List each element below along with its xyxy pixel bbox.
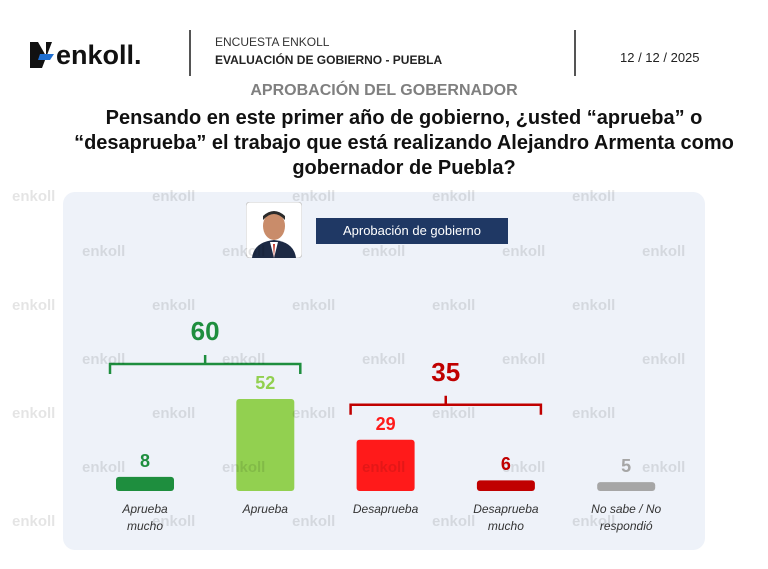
bar bbox=[236, 399, 295, 491]
divider bbox=[574, 30, 576, 76]
watermark: enkoll bbox=[12, 405, 56, 422]
watermark: enkoll bbox=[642, 243, 686, 260]
bar bbox=[116, 476, 174, 491]
watermark: enkoll bbox=[642, 459, 686, 476]
group-bracket bbox=[108, 355, 302, 374]
watermark: enkoll bbox=[152, 405, 196, 422]
category-label: Desaprueba mucho bbox=[473, 502, 539, 533]
watermark: enkoll bbox=[572, 513, 616, 530]
value-label: 29 bbox=[375, 413, 396, 434]
group-total: 60 bbox=[190, 316, 220, 346]
category-label: Aprueba bbox=[242, 502, 288, 516]
watermark: enkoll bbox=[222, 351, 266, 368]
section-title: APROBACIÓN DEL GOBERNADOR bbox=[250, 82, 518, 99]
category-label: Aprueba mucho bbox=[122, 502, 168, 533]
category-label: Desaprueba bbox=[352, 502, 419, 516]
bar bbox=[476, 480, 535, 491]
watermark: enkoll bbox=[362, 243, 406, 260]
watermark: enkoll bbox=[362, 459, 406, 476]
watermark: enkoll bbox=[432, 405, 476, 422]
watermark: enkoll bbox=[572, 405, 616, 422]
watermark: enkoll bbox=[292, 297, 336, 314]
watermark: enkoll bbox=[502, 459, 546, 476]
logo-text: enkoll. bbox=[56, 40, 142, 70]
watermark: enkoll bbox=[12, 297, 56, 314]
logo-mark bbox=[30, 42, 54, 68]
watermark: enkoll bbox=[82, 243, 126, 260]
watermark: enkoll bbox=[572, 297, 616, 314]
watermark: enkoll bbox=[572, 188, 616, 205]
question: Pensando en este primer año de gobierno,… bbox=[74, 107, 734, 179]
watermark: enkoll bbox=[292, 188, 336, 205]
study-name: EVALUACIÓN DE GOBIERNO - PUEBLA bbox=[215, 53, 443, 67]
watermark: enkoll bbox=[432, 188, 476, 205]
photo bbox=[246, 202, 302, 258]
watermark: enkoll bbox=[292, 513, 336, 530]
watermark: enkoll bbox=[222, 243, 266, 260]
watermark: enkoll bbox=[432, 513, 476, 530]
legend-badge: Aprobación de gobierno bbox=[316, 218, 508, 244]
watermark: enkoll bbox=[642, 351, 686, 368]
date: 12 / 12 / 2025 bbox=[620, 50, 700, 65]
bar bbox=[356, 439, 415, 491]
watermark: enkoll bbox=[222, 459, 266, 476]
watermark: enkoll bbox=[502, 243, 546, 260]
watermark: enkoll bbox=[12, 513, 56, 530]
watermark: enkoll bbox=[152, 513, 196, 530]
watermark: enkoll bbox=[82, 351, 126, 368]
watermark: enkoll bbox=[152, 188, 196, 205]
watermark: enkoll bbox=[12, 188, 56, 205]
survey-name: ENCUESTA ENKOLL bbox=[215, 35, 330, 49]
value-label: 52 bbox=[255, 373, 276, 393]
value-label: 6 bbox=[500, 454, 511, 475]
divider bbox=[189, 30, 191, 76]
group-bracket bbox=[349, 395, 543, 415]
watermark: enkoll bbox=[152, 297, 196, 314]
group-total: 35 bbox=[431, 356, 461, 387]
watermark: enkoll bbox=[432, 297, 476, 314]
value-label: 8 bbox=[139, 450, 150, 471]
watermark: enkoll bbox=[292, 405, 336, 422]
watermark: enkoll bbox=[362, 351, 406, 368]
watermark: enkoll bbox=[82, 459, 126, 476]
bar bbox=[597, 482, 656, 491]
watermark: enkoll bbox=[502, 351, 546, 368]
value-label: 5 bbox=[621, 456, 632, 477]
category-label: No sabe / No respondió bbox=[591, 502, 662, 533]
